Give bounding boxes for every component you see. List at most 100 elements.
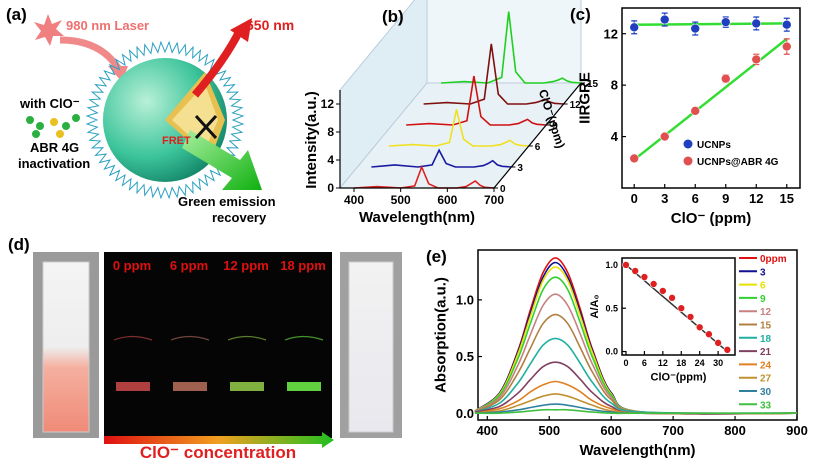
x-tick-label: 18 xyxy=(676,358,686,368)
fit-line xyxy=(634,22,787,26)
point xyxy=(714,339,722,347)
y-tick-label: 0.0 xyxy=(605,347,618,357)
glow-band xyxy=(173,382,207,391)
glow-band xyxy=(230,382,264,391)
point xyxy=(751,18,762,29)
cuvette-outline xyxy=(170,335,210,341)
legend-label: 30 xyxy=(760,387,772,398)
point xyxy=(705,330,713,339)
y-tick-label: 8 xyxy=(327,125,334,139)
point xyxy=(686,313,695,321)
x-tick-label: 400 xyxy=(476,423,498,438)
z-tick-label: 3 xyxy=(517,163,523,174)
plot-frame xyxy=(621,7,801,189)
red-arrow-head xyxy=(230,18,252,42)
spectrum-line xyxy=(474,313,798,415)
panel-label: (c) xyxy=(570,5,591,24)
point xyxy=(677,304,686,313)
spectrum-line xyxy=(423,43,564,105)
point xyxy=(723,346,732,354)
z-tick-label: 6 xyxy=(535,142,541,153)
plot-frame xyxy=(477,249,798,421)
cuvette-outline xyxy=(227,335,267,341)
recovery-label: Green emission xyxy=(178,194,276,209)
x-tick-label: 0 xyxy=(623,358,628,368)
legend-label: 9 xyxy=(760,294,766,305)
panel-a: (a) 980 nm Laser 650 nm FRET with ClO⁻ A… xyxy=(6,5,294,225)
legend-label: 15 xyxy=(760,321,772,332)
y-tick-label: 12 xyxy=(321,97,335,111)
x-tick-label: 800 xyxy=(724,423,746,438)
sample-label: 6 ppm xyxy=(170,258,208,273)
z-tick-label: 12 xyxy=(570,100,582,111)
photo-strip xyxy=(104,252,332,438)
ligand-shell xyxy=(85,40,245,200)
cuvette-outline xyxy=(113,335,153,341)
point xyxy=(659,131,670,142)
concentration-label: ClO⁻ concentration xyxy=(140,443,296,462)
sample-label: 18 ppm xyxy=(280,258,326,273)
with-label: with ClO⁻ xyxy=(19,96,80,111)
inactivation-label: ABR 4G xyxy=(30,140,79,155)
point xyxy=(659,14,670,25)
x-tick-label: 700 xyxy=(662,423,684,438)
laser-label: 980 nm Laser xyxy=(66,18,149,33)
x-axis-label: Wavelength(nm) xyxy=(359,209,475,226)
legend-label: UCNPs@ABR 4G xyxy=(697,157,779,168)
x-tick-label: 400 xyxy=(344,193,364,207)
legend-label: 21 xyxy=(760,347,772,358)
legend-label: 24 xyxy=(760,360,772,371)
x-tick-label: 24 xyxy=(695,358,705,368)
y-axis-label: Intensity(a.u.) xyxy=(303,91,320,189)
x-tick-label: 12 xyxy=(749,191,763,206)
legend-label: UCNPs xyxy=(697,140,731,151)
red-arrow xyxy=(191,28,244,98)
back-wall xyxy=(426,0,582,84)
point xyxy=(690,106,701,116)
legend-marker xyxy=(683,139,693,149)
point xyxy=(631,267,640,275)
sample-label: 12 ppm xyxy=(223,258,269,273)
x-tick-label: 3 xyxy=(661,191,668,206)
spectrum-line xyxy=(388,109,529,147)
y-tick-label: 0.0 xyxy=(456,406,474,421)
legend-label: 6 xyxy=(760,281,766,292)
point xyxy=(720,73,731,84)
x-tick-label: 500 xyxy=(391,193,411,207)
point xyxy=(629,22,640,33)
cuvette-outline xyxy=(284,335,324,341)
point xyxy=(668,294,676,302)
y-tick-label: 4 xyxy=(611,129,619,144)
z-axis xyxy=(493,82,582,189)
emission-label: 650 nm xyxy=(246,17,294,33)
point xyxy=(695,323,704,332)
z-tick-label: 15 xyxy=(587,79,599,90)
point xyxy=(781,19,792,30)
point xyxy=(659,287,667,295)
green-arrow xyxy=(182,130,262,190)
spectrum-line xyxy=(474,361,798,415)
x-tick-label: 600 xyxy=(437,193,457,207)
legend-label: 18 xyxy=(760,334,772,345)
x-tick-label: 600 xyxy=(600,423,622,438)
x-tick-label: 15 xyxy=(780,191,794,206)
fret-label: FRET xyxy=(162,135,191,147)
block-mark xyxy=(194,114,218,140)
legend-label: 12 xyxy=(760,307,772,318)
sample-label: 0 ppm xyxy=(113,258,151,273)
z-tick-label: 9 xyxy=(552,121,558,132)
x-axis-label: ClO⁻(ppm) xyxy=(651,372,707,384)
y-tick-label: 0.5 xyxy=(456,349,474,364)
y-tick-label: 0.5 xyxy=(605,303,618,313)
y-axis-label: Absorption(a.u.) xyxy=(432,277,449,393)
panel-label: (d) xyxy=(8,235,30,254)
x-tick-label: 6 xyxy=(692,191,699,206)
point xyxy=(622,261,630,269)
point xyxy=(629,153,640,164)
panel-label: (b) xyxy=(382,7,404,26)
molecules xyxy=(26,114,80,138)
laser-arrow xyxy=(59,36,121,71)
spectrum-line xyxy=(440,11,582,84)
x-tick-label: 900 xyxy=(786,423,808,438)
